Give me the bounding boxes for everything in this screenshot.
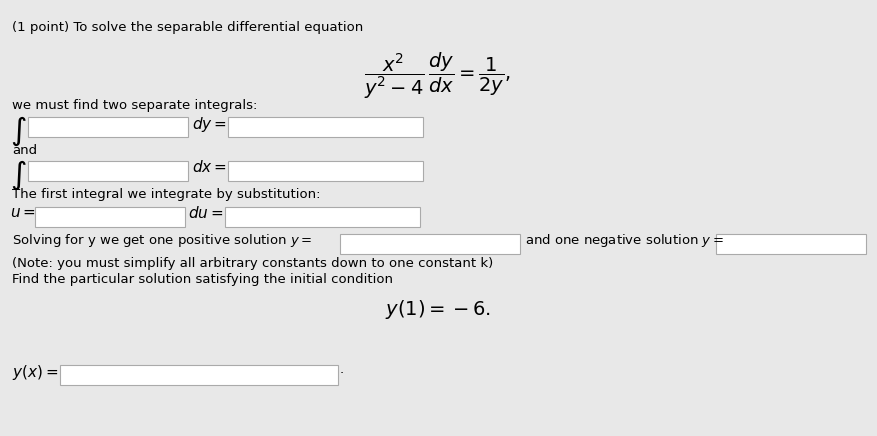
FancyBboxPatch shape bbox=[228, 161, 423, 181]
Text: $y(1) = -6.$: $y(1) = -6.$ bbox=[385, 298, 491, 321]
Text: $u =$: $u =$ bbox=[10, 205, 36, 220]
Text: $du =$: $du =$ bbox=[188, 205, 224, 221]
Text: $dy =$: $dy =$ bbox=[192, 115, 227, 134]
FancyBboxPatch shape bbox=[28, 161, 188, 181]
Text: and: and bbox=[12, 144, 37, 157]
Text: $dx =$: $dx =$ bbox=[192, 159, 227, 175]
Text: Find the particular solution satisfying the initial condition: Find the particular solution satisfying … bbox=[12, 273, 393, 286]
FancyBboxPatch shape bbox=[716, 234, 866, 254]
Text: we must find two separate integrals:: we must find two separate integrals: bbox=[12, 99, 257, 112]
Text: $\dfrac{x^2}{y^2 - 4}\,\dfrac{dy}{dx} = \dfrac{1}{2y},$: $\dfrac{x^2}{y^2 - 4}\,\dfrac{dy}{dx} = … bbox=[365, 50, 511, 101]
Text: .: . bbox=[340, 363, 344, 376]
FancyBboxPatch shape bbox=[340, 234, 520, 254]
Text: (1 point) To solve the separable differential equation: (1 point) To solve the separable differe… bbox=[12, 21, 363, 34]
Text: and one negative solution $y =$: and one negative solution $y =$ bbox=[525, 232, 724, 249]
FancyBboxPatch shape bbox=[60, 365, 338, 385]
Text: $y(x) =$: $y(x) =$ bbox=[12, 363, 59, 382]
FancyBboxPatch shape bbox=[35, 207, 185, 227]
Text: Solving for y we get one positive solution $y =$: Solving for y we get one positive soluti… bbox=[12, 232, 312, 249]
FancyBboxPatch shape bbox=[28, 117, 188, 137]
FancyBboxPatch shape bbox=[225, 207, 420, 227]
FancyBboxPatch shape bbox=[228, 117, 423, 137]
Text: $\int$: $\int$ bbox=[10, 159, 26, 192]
Text: $\int$: $\int$ bbox=[10, 115, 26, 148]
Text: The first integral we integrate by substitution:: The first integral we integrate by subst… bbox=[12, 188, 320, 201]
Text: (Note: you must simplify all arbitrary constants down to one constant k): (Note: you must simplify all arbitrary c… bbox=[12, 257, 493, 270]
